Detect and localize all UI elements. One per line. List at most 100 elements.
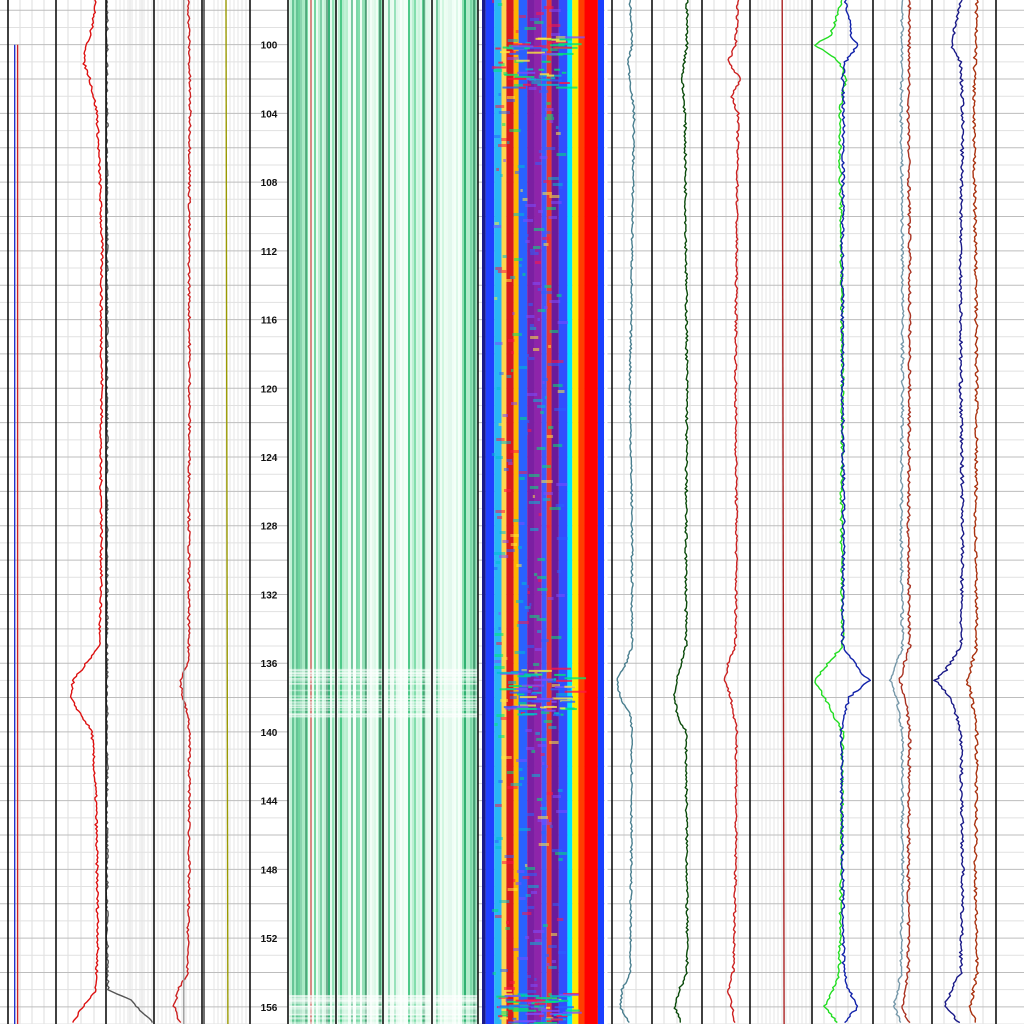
jet-image-disturbance [522,713,538,716]
track-12-curve-1 [814,0,848,1024]
jet-image-texture [495,456,503,459]
jet-image-disturbance [499,688,516,691]
jet-image-texture [506,459,513,462]
jet-image-texture [534,21,544,24]
jet-image-disturbance [562,1011,582,1014]
jet-image-texture [521,420,530,423]
jet-image-disturbance [511,705,528,708]
jet-image-texture [520,189,523,192]
jet-image-texture [520,417,527,420]
green-image-stripe [420,0,422,1024]
jet-image-texture [526,393,538,396]
jet-image-texture [524,864,528,867]
jet-image-texture [498,612,501,615]
jet-image-texture [499,372,504,375]
jet-image-texture [532,348,540,351]
jet-image-texture [515,882,522,885]
jet-image-texture [536,675,539,678]
depth-tick-label: 152 [261,934,278,945]
jet-image-texture [556,918,564,921]
jet-image-disturbance [509,691,528,694]
jet-image-disturbance [508,1007,529,1010]
jet-image-texture [532,282,541,285]
jet-image-texture [505,921,510,924]
jet-image-texture [538,843,550,846]
jet-image-texture [543,243,549,246]
jet-image-texture [529,942,542,945]
jet-image-texture [500,717,508,720]
jet-image-disturbance [555,695,573,698]
jet-image-band [546,0,552,1024]
jet-image-texture [507,786,518,789]
jet-image-disturbance [558,43,582,46]
jet-image-disturbance [517,675,531,678]
jet-image-band [482,0,486,1024]
depth-tick-label: 104 [261,109,278,120]
jet-image-disturbance [502,86,519,89]
jet-image-disturbance [498,1015,503,1018]
jet-image-texture [518,897,526,900]
jet-image-texture [531,774,541,777]
green-image-stripe [292,0,294,1024]
jet-image-disturbance [505,993,513,996]
jet-image-band [506,0,514,1024]
jet-image-texture [541,762,545,765]
jet-image-texture [530,984,538,987]
depth-tick-label: 148 [261,865,278,876]
green-image-stripe [422,0,424,1024]
jet-image-disturbance [544,79,562,82]
jet-image-texture [539,1014,545,1017]
jet-image-texture [538,210,544,213]
jet-image-texture [541,639,549,642]
jet-image-texture [535,162,542,165]
jet-image-texture [497,270,507,273]
jet-image-texture [502,123,506,126]
jet-image-texture [525,432,528,435]
jet-image-texture [510,276,516,279]
jet-image-texture [501,138,507,141]
jet-image-band [513,0,519,1024]
jet-image-texture [542,498,551,501]
green-image-stripe [436,0,438,1024]
jet-image-disturbance [538,68,545,71]
jet-image-disturbance [512,1009,537,1012]
jet-image-texture [533,399,543,402]
jet-image-texture [496,837,503,840]
track-borders [7,0,997,1024]
jet-image-texture [540,807,547,810]
jet-image-texture [522,234,529,237]
jet-image-texture [492,0,495,3]
jet-image-texture [526,315,535,318]
green-image-stripe [342,0,344,1024]
jet-image-disturbance [564,677,587,680]
jet-image-texture [493,552,506,555]
jet-image-texture [509,981,515,984]
jet-image-texture [556,537,568,540]
jet-image-texture [539,156,548,159]
track-5-curve-1 [225,0,229,1024]
jet-image-disturbance [565,1009,580,1012]
jet-image-texture [493,567,498,570]
jet-image-texture [518,54,523,57]
jet-image-texture [500,174,503,177]
jet-image-texture [495,105,505,108]
jet-image-texture [498,627,501,630]
jet-image-texture [520,354,530,357]
jet-image-texture [546,435,554,438]
jet-image-texture [535,732,540,735]
depth-tick-label: 120 [261,384,278,395]
jet-image-disturbance [552,46,572,49]
jet-image-texture [503,489,511,492]
jet-image-texture [498,423,503,426]
track-13-curve-1 [888,0,905,1023]
jet-image-texture [543,492,553,495]
jet-image-band [597,0,604,1024]
jet-image-disturbance [533,1000,556,1003]
jet-image-texture [498,735,505,738]
jet-image-texture [503,159,506,162]
green-image-stripe [476,0,478,1024]
jet-image-texture [548,966,557,969]
jet-image-texture [540,411,544,414]
jet-image-texture [547,177,559,180]
jet-image-texture [500,969,508,972]
